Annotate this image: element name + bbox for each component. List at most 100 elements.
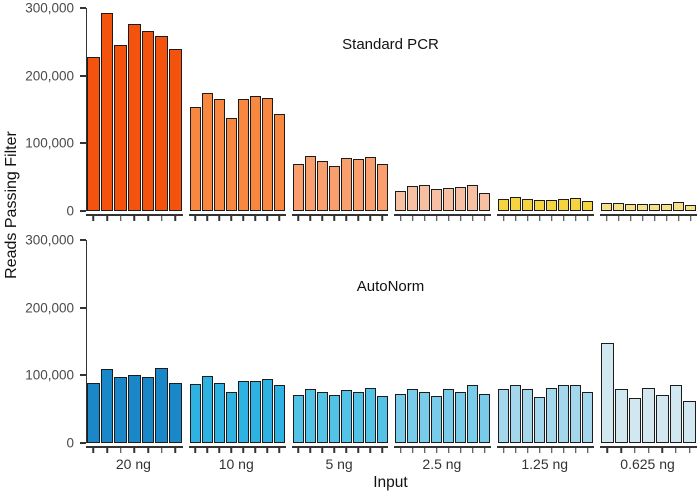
bar [522, 198, 534, 211]
x-tick-mark [395, 448, 406, 453]
bar [467, 184, 479, 211]
bar [510, 384, 522, 443]
x-tick-mark [546, 448, 557, 453]
x-tick-mark [601, 448, 614, 453]
bar [364, 156, 376, 211]
bar [614, 388, 628, 443]
y-tick-label: 300,000 [25, 232, 74, 248]
y-tick-mark [80, 74, 86, 77]
x-tick-mark [155, 216, 168, 221]
x-tick-mark [670, 448, 683, 453]
panel-title: Standard PCR [342, 36, 439, 53]
bar-group [394, 240, 492, 448]
x-tick-row [190, 448, 285, 453]
bar [570, 198, 582, 211]
y-tick-label: 300,000 [25, 0, 74, 16]
x-tick-mark [558, 448, 569, 453]
plot-area [86, 8, 697, 216]
x-tick-mark [443, 448, 454, 453]
bar [419, 391, 431, 443]
bar [352, 158, 364, 211]
x-axis-title: Input [373, 474, 408, 491]
y-tick-mark [80, 7, 86, 9]
panel-title: AutoNorm [356, 278, 425, 295]
x-tick-mark [522, 216, 533, 221]
x-tick-mark [570, 216, 581, 221]
x-tick-mark [467, 216, 478, 221]
bar [479, 192, 491, 211]
bar [87, 57, 100, 211]
x-tick-mark [673, 216, 684, 221]
bar [570, 385, 582, 443]
x-tick-row [395, 216, 490, 221]
x-tick-mark [431, 216, 442, 221]
bar [189, 106, 201, 211]
x-tick-mark [341, 216, 352, 221]
x-tick-mark [274, 216, 285, 221]
x-tick-mark [128, 448, 141, 453]
bar [601, 342, 614, 443]
y-tick-mark [80, 210, 86, 212]
x-tick-mark [142, 216, 155, 221]
bar [546, 200, 558, 211]
x-tick-mark [329, 216, 340, 221]
bar [376, 395, 388, 443]
bar [316, 160, 328, 211]
x-tick-mark [341, 448, 352, 453]
x-tick-mark [395, 216, 406, 221]
x-tick-mark [649, 216, 660, 221]
y-tick-label: 100,000 [25, 367, 74, 383]
x-tick-mark [238, 216, 249, 221]
x-category-label: 20 ng [115, 456, 151, 472]
bar-group [86, 240, 183, 448]
x-tick-mark [169, 216, 182, 221]
bar [601, 202, 613, 211]
bar [249, 95, 261, 211]
x-tick-mark [467, 448, 478, 453]
x-tick-mark [250, 216, 261, 221]
bar [498, 198, 510, 211]
bar [534, 397, 546, 443]
bar [328, 165, 340, 211]
bar [169, 48, 182, 211]
x-tick-mark [407, 448, 418, 453]
x-tick-mark [202, 216, 213, 221]
bar [292, 394, 304, 443]
x-tick-mark [365, 448, 376, 453]
x-category-label: 1.25 ng [521, 456, 569, 472]
y-tick-label: 200,000 [25, 300, 74, 316]
bar [395, 190, 407, 211]
x-tick-mark [377, 216, 388, 221]
x-tick-mark [87, 448, 100, 453]
x-tick-mark [101, 448, 114, 453]
bar [213, 382, 225, 443]
bar [225, 391, 237, 443]
x-tick-mark [683, 448, 696, 453]
bar [455, 391, 467, 443]
x-category-label: 5 ng [325, 456, 353, 472]
x-tick-mark [629, 448, 642, 453]
bar [237, 380, 249, 443]
bar [661, 203, 673, 211]
bar [613, 202, 625, 211]
bar-group [600, 8, 697, 216]
bar [100, 12, 114, 211]
x-tick-mark [613, 216, 624, 221]
bar [649, 204, 661, 211]
x-tick-mark [365, 216, 376, 221]
x-tick-mark [214, 216, 225, 221]
x-tick-mark [419, 216, 430, 221]
x-tick-row [87, 448, 182, 453]
bar [249, 380, 261, 443]
x-tick-mark [431, 448, 442, 453]
x-tick-mark [455, 448, 466, 453]
bar [201, 376, 213, 443]
x-tick-row [498, 216, 593, 221]
x-tick-mark [510, 448, 521, 453]
x-tick-mark [479, 216, 490, 221]
bar [155, 367, 169, 443]
bar [628, 397, 642, 443]
y-axis-ticks: 300,000 200,000 100,000 0 [0, 233, 86, 451]
x-tick-mark [317, 216, 328, 221]
x-category-label: 0.625 ng [620, 456, 675, 472]
